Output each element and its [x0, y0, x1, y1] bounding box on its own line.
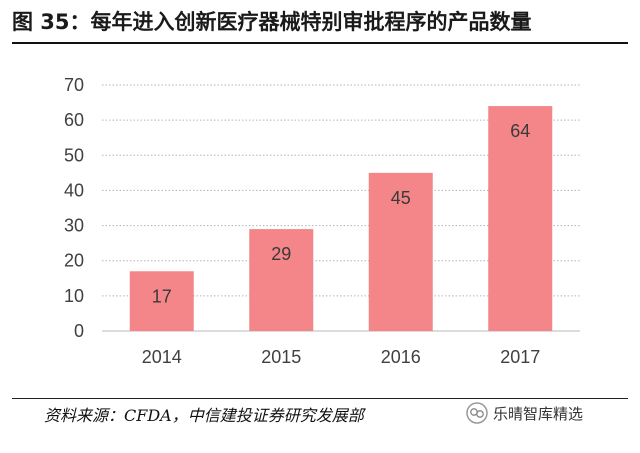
data-label: 29	[271, 244, 291, 264]
y-tick-label: 20	[64, 251, 84, 271]
bar-2017	[488, 106, 553, 331]
bar-2014	[129, 271, 194, 331]
wechat-icon	[466, 402, 488, 424]
y-tick-label: 60	[64, 110, 84, 130]
bar-2015	[249, 229, 314, 331]
x-tick-label: 2017	[500, 347, 540, 367]
watermark-text: 乐晴智库精选	[493, 404, 584, 423]
watermark: 乐晴智库精选	[466, 402, 583, 424]
data-label: 17	[152, 286, 172, 306]
data-label: 64	[510, 121, 530, 141]
y-tick-label: 40	[64, 180, 84, 200]
data-label: 45	[391, 188, 411, 208]
x-tick-label: 2016	[381, 347, 421, 367]
footer-divider	[12, 398, 628, 399]
x-tick-label: 2014	[142, 347, 182, 367]
title-divider	[12, 42, 628, 44]
y-tick-label: 0	[74, 321, 84, 341]
bar-2016	[368, 172, 433, 331]
y-tick-label: 50	[64, 145, 84, 165]
x-tick-label: 2015	[261, 347, 301, 367]
y-tick-label: 30	[64, 216, 84, 236]
chart-title: 图 35：每年进入创新医疗器械特别审批程序的产品数量	[12, 10, 532, 34]
source-note: 资料来源：CFDA，中信建投证券研究发展部	[44, 406, 364, 425]
y-tick-label: 10	[64, 286, 84, 306]
y-tick-label: 70	[64, 75, 84, 95]
